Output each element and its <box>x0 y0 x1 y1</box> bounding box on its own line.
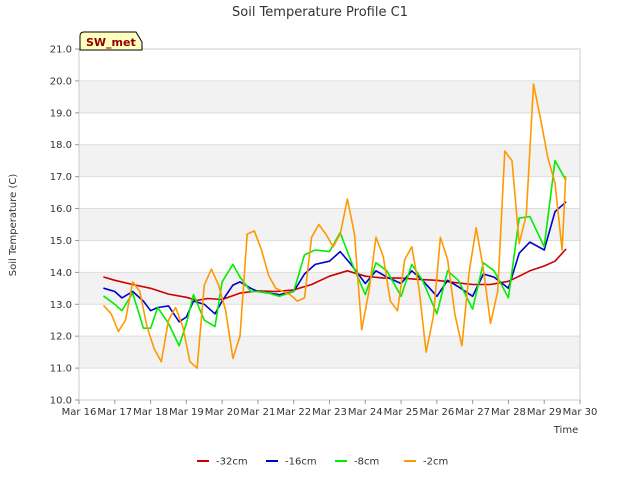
x-tick-label: Mar 20 <box>205 407 240 418</box>
series-line-2cm <box>103 83 567 369</box>
x-tick-label: Mar 29 <box>527 407 562 418</box>
y-tick-label: 19.0 <box>50 108 72 119</box>
x-tick-label: Mar 28 <box>491 407 526 418</box>
y-tick-label: 20.0 <box>50 76 72 87</box>
station-badge-shape <box>79 31 143 51</box>
plot-band <box>79 144 580 177</box>
station-badge-label: SW_met <box>86 36 136 49</box>
plot-band <box>79 208 580 241</box>
plot-band <box>79 272 580 305</box>
y-axis-ticks: 10.0 11.0 12.0 13.0 14.0 15.0 16.0 17.0 18.0 19.0… <box>50 45 79 407</box>
x-tick-label: Mar 25 <box>384 407 419 418</box>
plot-bands <box>79 80 580 369</box>
y-tick-label: 15.0 <box>50 236 72 247</box>
legend-label: -8cm <box>354 457 379 468</box>
x-tick-label: Mar 23 <box>312 407 347 418</box>
x-tick-label: Mar 17 <box>97 407 132 418</box>
x-tick-label: Mar 22 <box>276 407 311 418</box>
y-tick-label: 13.0 <box>50 300 72 311</box>
legend-label: -2cm <box>423 457 448 468</box>
plot-band <box>79 80 580 113</box>
legend: -32cm -16cm -8cm -2cm <box>197 457 448 468</box>
x-tick-label: Mar 21 <box>241 407 276 418</box>
x-tick-label: Mar 30 <box>563 407 598 418</box>
chart-title: Soil Temperature Profile C1 <box>232 5 408 20</box>
y-tick-label: 10.0 <box>50 396 72 407</box>
x-tick-label: Mar 26 <box>419 407 454 418</box>
legend-label: -32cm <box>216 457 248 468</box>
y-tick-label: 11.0 <box>50 364 72 375</box>
legend-label: -16cm <box>285 457 317 468</box>
x-tick-label: Mar 27 <box>455 407 490 418</box>
y-tick-label: 18.0 <box>50 140 72 151</box>
plot-band <box>79 336 580 369</box>
x-tick-label: Mar 24 <box>348 407 383 418</box>
y-tick-label: 21.0 <box>50 45 72 56</box>
x-tick-label: Mar 18 <box>133 407 168 418</box>
y-axis-title: Soil Temperature (C) <box>8 174 19 277</box>
x-axis-ticks: Mar 16 Mar 17 Mar 18 Mar 19 Mar 20 Mar 21 Mar … <box>62 400 598 418</box>
y-tick-label: 16.0 <box>50 204 72 215</box>
y-tick-label: 14.0 <box>50 268 72 279</box>
series-lines <box>103 83 567 369</box>
station-badge: SW_met <box>79 31 143 51</box>
x-axis-title: Time <box>553 425 578 436</box>
y-tick-label: 12.0 <box>50 332 72 343</box>
x-tick-label: Mar 19 <box>169 407 204 418</box>
y-tick-label: 17.0 <box>50 172 72 183</box>
x-tick-label: Mar 16 <box>62 407 97 418</box>
series-line-16cm <box>103 201 567 323</box>
